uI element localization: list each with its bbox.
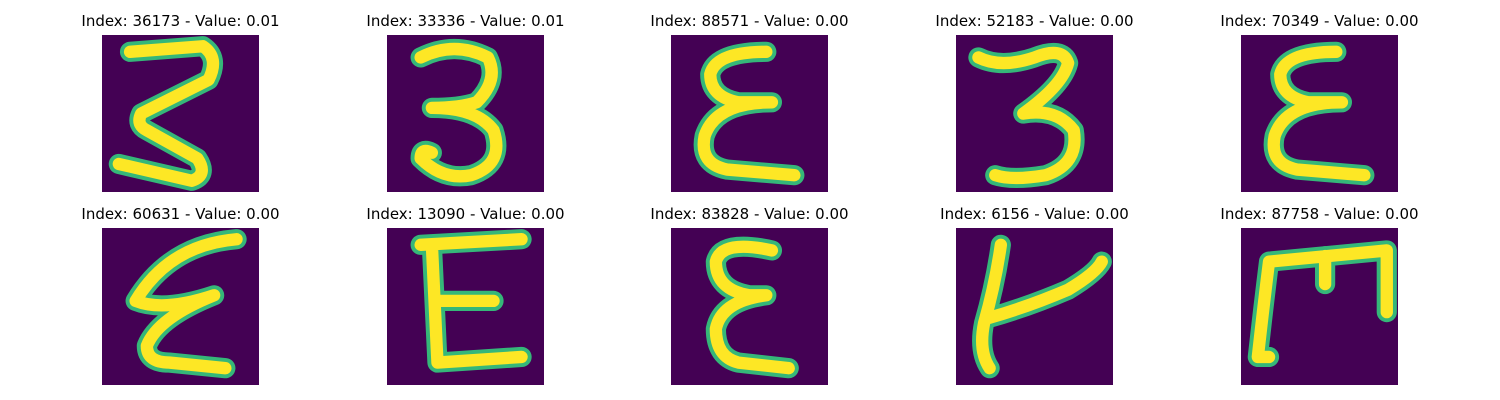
panel-title: Index: 52183 - Value: 0.00: [885, 12, 1185, 30]
digit-image: [1241, 228, 1398, 385]
panel-title: Index: 83828 - Value: 0.00: [600, 205, 900, 223]
digit-image: [387, 35, 544, 192]
panel-title: Index: 6156 - Value: 0.00: [885, 205, 1185, 223]
digit-image: [102, 35, 259, 192]
digit-image: [956, 35, 1113, 192]
panel-title: Index: 36173 - Value: 0.01: [31, 12, 331, 30]
panel-title: Index: 88571 - Value: 0.00: [600, 12, 900, 30]
digit-image: [671, 228, 828, 385]
digit-image: [671, 35, 828, 192]
panel-title: Index: 33336 - Value: 0.01: [316, 12, 616, 30]
panel-title: Index: 87758 - Value: 0.00: [1170, 205, 1470, 223]
panel-title: Index: 70349 - Value: 0.00: [1170, 12, 1470, 30]
panel-title: Index: 60631 - Value: 0.00: [31, 205, 331, 223]
digit-image: [387, 228, 544, 385]
panel-title: Index: 13090 - Value: 0.00: [316, 205, 616, 223]
digit-image: [1241, 35, 1398, 192]
digit-image: [956, 228, 1113, 385]
digit-image: [102, 228, 259, 385]
